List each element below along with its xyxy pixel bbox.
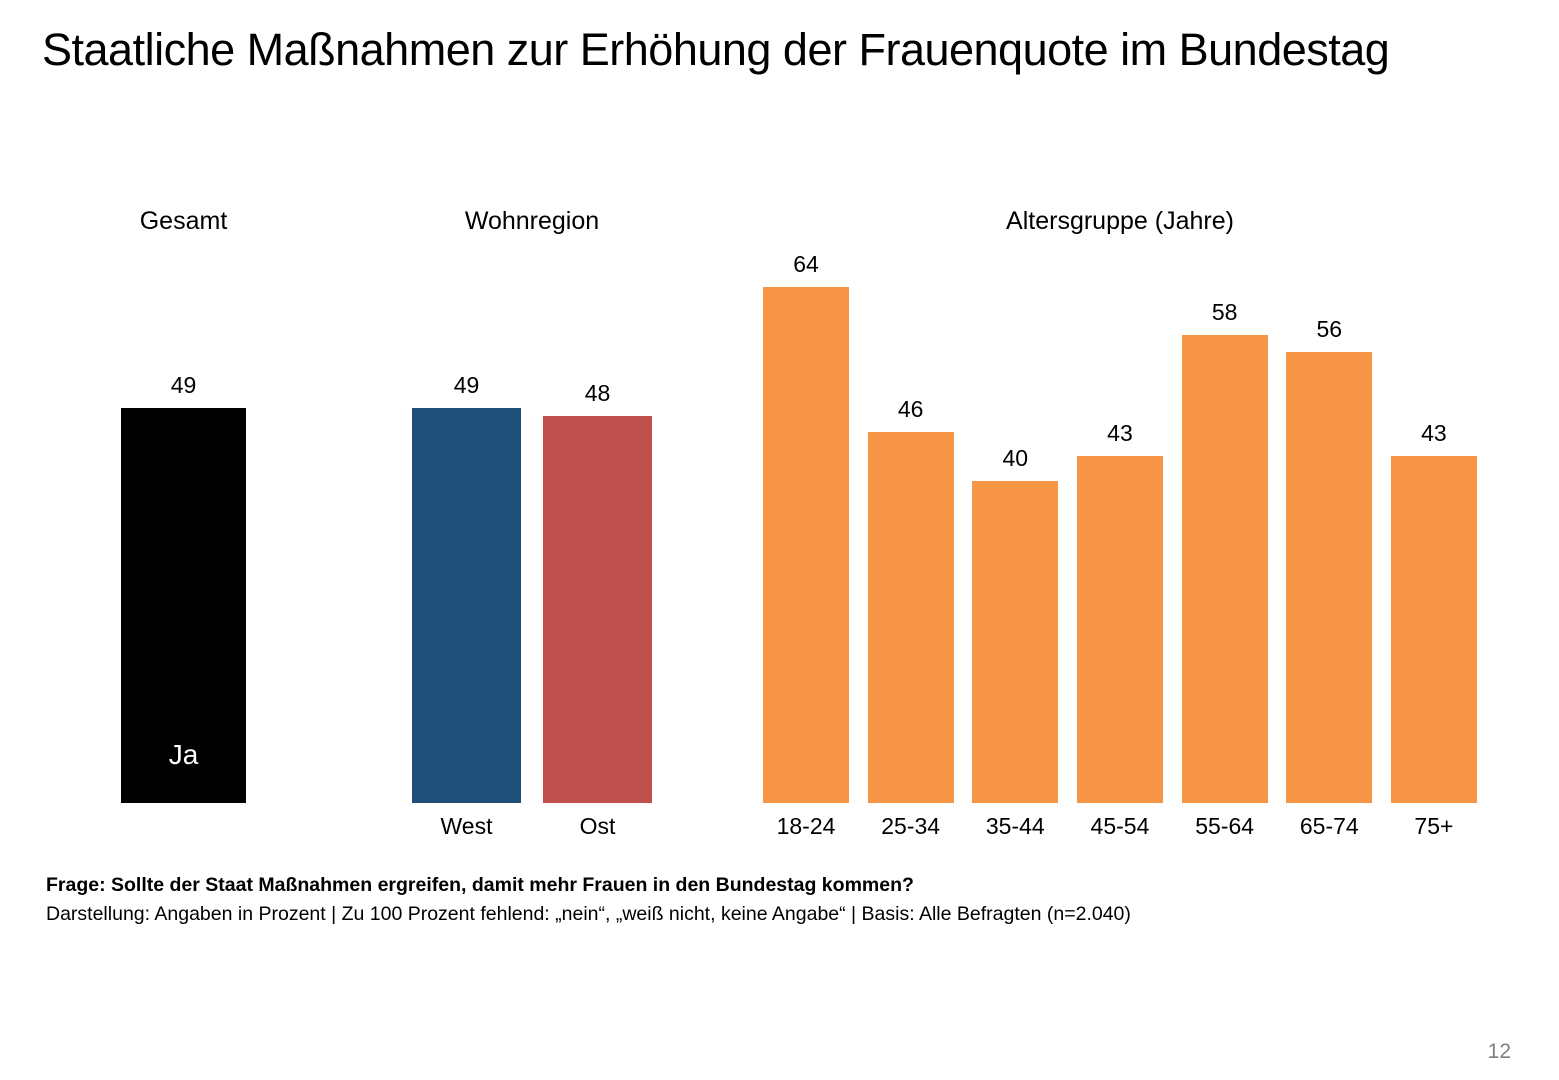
bar-65-74: [1286, 352, 1373, 803]
bar-75+: [1390, 456, 1477, 803]
group-bars: 49 Ja: [121, 0, 246, 803]
bar-column: 64 18-24: [763, 251, 849, 838]
bar-category-label: Ost: [579, 813, 616, 839]
bar-value-label: 46: [897, 396, 924, 422]
bar-column: 48 Ost: [543, 380, 652, 838]
bar-45-54: [1076, 456, 1163, 803]
bar-category-label: 75+: [1414, 813, 1454, 839]
chart-group: Wohnregion 49 West 48 Ost: [412, 0, 652, 1080]
bar-55-64: [1181, 335, 1268, 803]
footnote-question: Frage: Sollte der Staat Maßnahmen ergrei…: [46, 874, 914, 896]
bar-value-label: 49: [453, 372, 480, 398]
group-title: Wohnregion: [464, 207, 600, 235]
footnote-details: Darstellung: Angaben in Prozent | Zu 100…: [46, 903, 1131, 925]
bar-value-label: 43: [1421, 420, 1447, 446]
bar-category-label: 65-74: [1299, 813, 1359, 839]
bar-value-label: 58: [1211, 299, 1238, 325]
bar-column: 43 75+: [1390, 420, 1477, 838]
chart-group: Gesamt 49 Ja: [121, 0, 246, 1080]
bar-column: 40 35-44: [972, 445, 1059, 838]
bar-category-label: 55-64: [1195, 813, 1255, 839]
footnote: Frage: Sollte der Staat Maßnahmen ergrei…: [46, 871, 1131, 929]
bar-category-label: 35-44: [985, 813, 1045, 839]
bar-value-label: 40: [1002, 445, 1029, 471]
bar-25-34: [867, 432, 954, 803]
group-bars: 49 West 48 Ost: [412, 0, 652, 838]
bar-column: 43 45-54: [1076, 420, 1163, 838]
bar-category-label: 25-34: [881, 813, 941, 839]
bar-value-label: 56: [1316, 316, 1343, 342]
bar-category-label: West: [440, 813, 493, 839]
bar-column: 58 55-64: [1181, 299, 1268, 838]
bar-value-label: 64: [793, 251, 819, 277]
chart-title: Staatliche Maßnahmen zur Erhöhung der Fr…: [42, 24, 1390, 75]
bar-Ja: Ja: [121, 408, 246, 803]
bar-Ost: [543, 416, 652, 803]
bar-column: 56 65-74: [1286, 316, 1373, 838]
bar-West: [412, 408, 521, 803]
chart-group: Altersgruppe (Jahre) 64 18-24 46 25-34 40 35-4…: [763, 0, 1477, 1080]
bar-value-label: 43: [1107, 420, 1133, 446]
group-bars: 64 18-24 46 25-34 40 35-44 43 45-54 58 55-64 56 65-…: [763, 0, 1477, 838]
page-number: 12: [1487, 1040, 1511, 1063]
bar-category-label: 45-54: [1090, 813, 1150, 839]
bar-35-44: [972, 481, 1059, 803]
bar-value-label: 48: [584, 380, 611, 406]
bar-column: 49 West: [412, 372, 521, 838]
bar-inner-label: Ja: [168, 739, 199, 770]
bar-category-label: 18-24: [776, 813, 836, 839]
group-title: Gesamt: [139, 207, 228, 235]
bar-column: 49 Ja: [121, 374, 246, 803]
bar-value-label: 49: [170, 372, 197, 398]
bar-column: 46 25-34: [867, 396, 954, 838]
bar-18-24: [763, 287, 849, 803]
group-title: Altersgruppe (Jahre): [1006, 207, 1234, 235]
